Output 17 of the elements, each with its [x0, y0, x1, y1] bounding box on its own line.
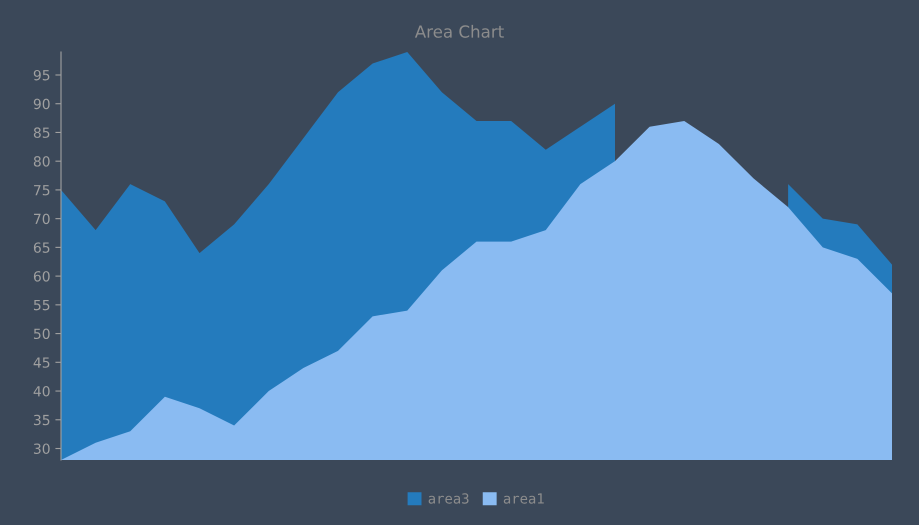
y-tick-label: 60 — [34, 271, 50, 282]
chart-title: Area Chart — [414, 24, 504, 38]
y-tick-label: 85 — [34, 127, 50, 138]
legend-label: area1 — [504, 493, 544, 504]
y-tick-label: 35 — [34, 414, 50, 426]
legend-label: area3 — [428, 493, 469, 504]
y-tick-label: 80 — [34, 156, 50, 167]
y-tick-label: 30 — [34, 443, 50, 454]
y-tick-label: 75 — [34, 185, 50, 196]
y-tick-label: 65 — [34, 242, 50, 253]
y-tick-label: 45 — [34, 357, 50, 368]
y-tick-label: 95 — [34, 70, 50, 80]
y-tick-label: 50 — [34, 328, 50, 340]
y-tick-label: 90 — [34, 98, 50, 110]
y-tick-label: 55 — [34, 300, 50, 310]
y-tick-label: 40 — [34, 386, 50, 397]
y-tick-label: 70 — [34, 214, 50, 224]
